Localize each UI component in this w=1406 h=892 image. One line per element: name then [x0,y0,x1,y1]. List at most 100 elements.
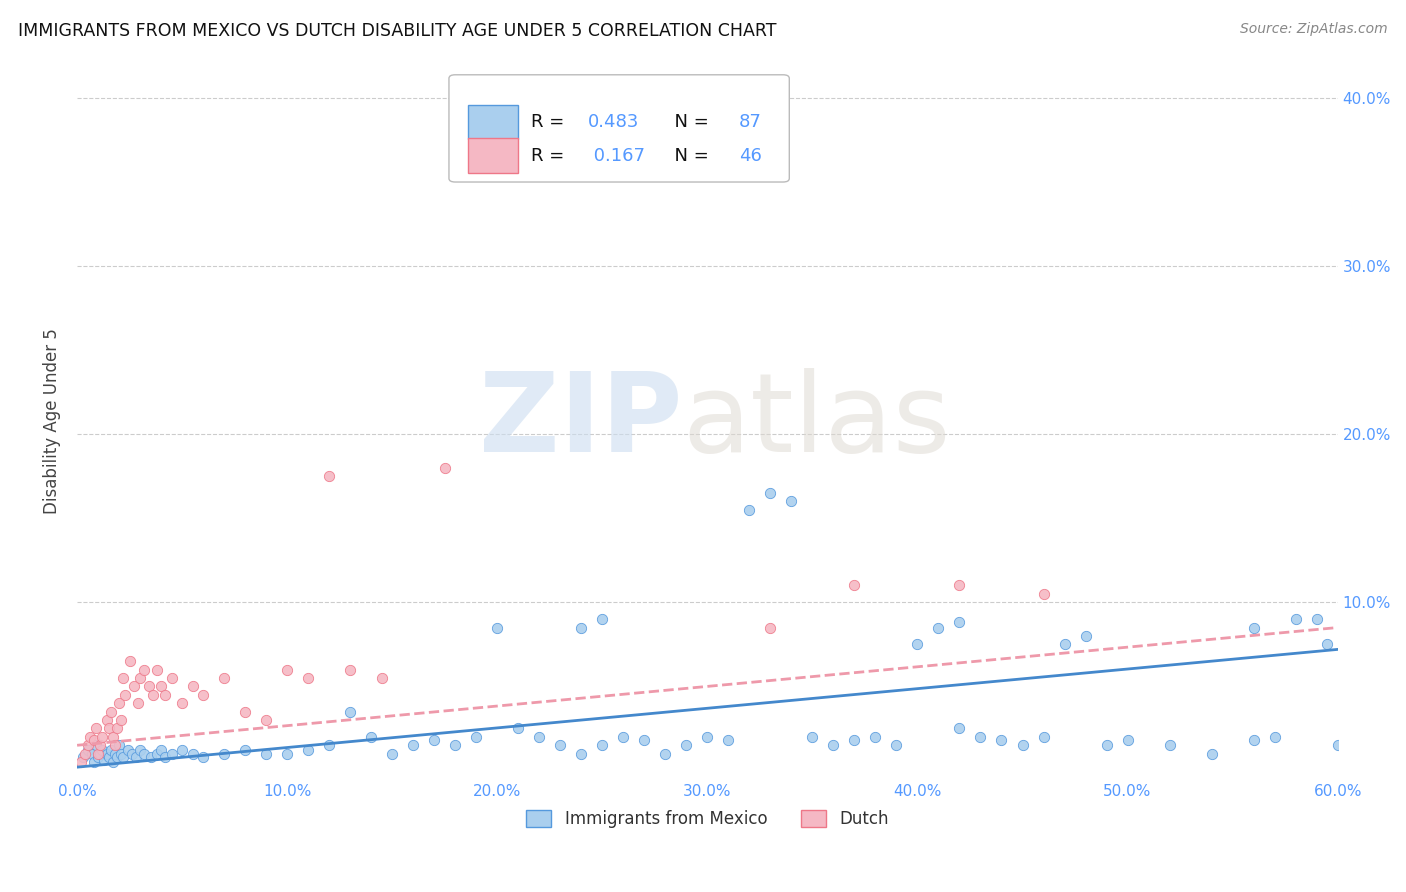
Text: 0.483: 0.483 [588,113,638,131]
Point [370,671,392,685]
Point [97,722,120,736]
Legend: Immigrants from Mexico, Dutch: Immigrants from Mexico, Dutch [520,804,896,835]
Point [155,750,177,764]
Text: 0.167: 0.167 [588,146,644,164]
Point [155,688,177,702]
Point [104,747,127,761]
Point [101,755,124,769]
Point [529,730,551,744]
Point [486,621,509,635]
Point [104,739,127,753]
Text: N =: N = [664,113,714,131]
Point [83,733,105,747]
FancyBboxPatch shape [468,104,519,139]
Point [591,739,613,753]
Text: R =: R = [531,113,569,131]
FancyBboxPatch shape [468,138,519,173]
Text: R =: R = [531,146,569,164]
Point [233,705,256,719]
FancyBboxPatch shape [449,75,789,182]
Point [1243,621,1265,635]
Point [801,730,824,744]
Point [1011,739,1033,753]
Point [381,747,404,761]
Point [110,747,132,761]
Point [339,705,361,719]
Point [89,747,111,761]
Point [76,739,98,753]
Point [191,750,214,764]
Point [444,739,467,753]
Text: Source: ZipAtlas.com: Source: ZipAtlas.com [1240,22,1388,37]
Point [112,671,135,685]
Point [117,743,139,757]
Point [990,733,1012,747]
Point [318,469,340,483]
Point [212,747,235,761]
Point [75,747,97,761]
Point [276,747,298,761]
Point [142,688,165,702]
Point [633,733,655,747]
Point [1159,739,1181,753]
Point [129,671,152,685]
Point [160,671,183,685]
Point [1053,637,1076,651]
Point [717,733,740,747]
Point [129,743,152,757]
Point [1326,739,1348,753]
Point [121,747,143,761]
Point [865,730,887,744]
Point [780,494,803,508]
Point [105,750,128,764]
Point [146,747,169,761]
Point [927,621,949,635]
Point [823,739,845,753]
Point [146,663,169,677]
Point [110,713,132,727]
Point [969,730,991,744]
Point [139,750,162,764]
Point [172,743,194,757]
Point [759,621,782,635]
Point [297,671,319,685]
Point [89,739,111,753]
Point [612,730,634,744]
Point [134,747,156,761]
Point [181,680,204,694]
Text: 46: 46 [740,146,762,164]
Point [339,663,361,677]
Point [1264,730,1286,744]
Point [654,747,676,761]
Point [172,696,194,710]
Point [1032,730,1054,744]
Point [1201,747,1223,761]
Point [91,730,114,744]
Point [91,743,114,757]
Point [105,722,128,736]
Point [87,747,110,761]
Text: ZIP: ZIP [479,368,682,475]
Text: IMMIGRANTS FROM MEXICO VS DUTCH DISABILITY AGE UNDER 5 CORRELATION CHART: IMMIGRANTS FROM MEXICO VS DUTCH DISABILI… [18,22,776,40]
Point [138,680,160,694]
Point [84,739,107,753]
Point [76,743,98,757]
Point [569,621,592,635]
Point [101,730,124,744]
Point [844,578,866,592]
Point [886,739,908,753]
Point [433,460,456,475]
Text: atlas: atlas [682,368,950,475]
Point [100,743,122,757]
Point [1074,629,1097,643]
Point [100,705,122,719]
Point [118,654,141,668]
Point [160,747,183,761]
Point [360,730,382,744]
Point [297,743,319,757]
Point [948,722,970,736]
Point [254,713,277,727]
Point [318,739,340,753]
Point [127,696,149,710]
Point [93,753,115,767]
